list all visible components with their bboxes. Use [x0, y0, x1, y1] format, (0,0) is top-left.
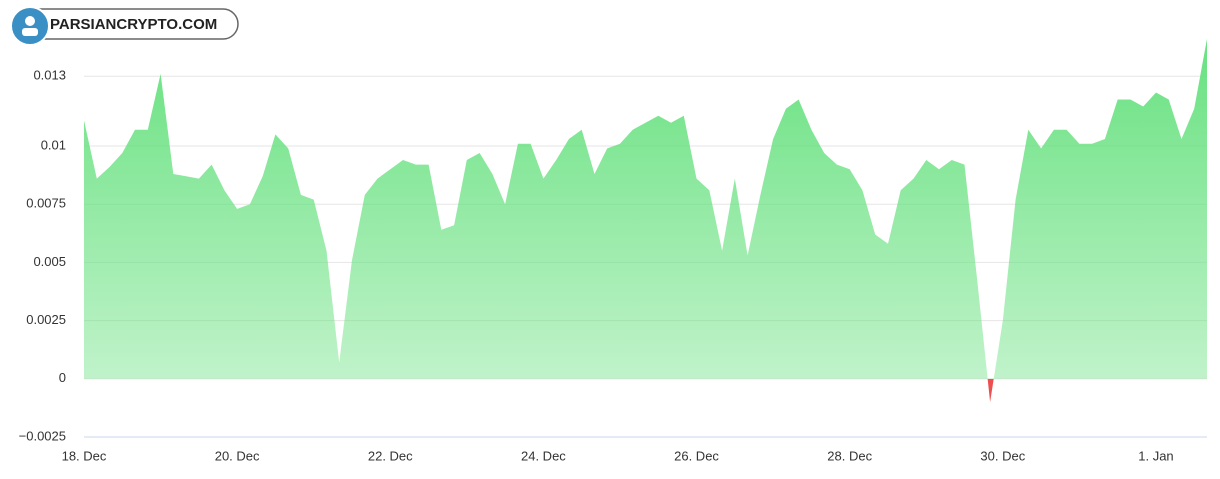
x-tick-label: 22. Dec: [368, 448, 413, 463]
y-tick-label: 0: [59, 370, 66, 385]
x-tick-label: 26. Dec: [674, 448, 719, 463]
y-tick-label: 0.01: [41, 137, 66, 152]
x-tick-label: 24. Dec: [521, 448, 566, 463]
watermark-icon-dot: [25, 16, 35, 26]
x-tick-label: 20. Dec: [215, 448, 260, 463]
x-tick-label: 18. Dec: [62, 448, 107, 463]
y-tick-label: 0.0025: [26, 312, 66, 327]
x-tick-label: 1. Jan: [1138, 448, 1173, 463]
watermark-text: PARSIANCRYPTO.COM: [50, 16, 217, 33]
y-tick-label: −0.0025: [19, 428, 66, 443]
watermark-icon-base: [22, 28, 38, 36]
y-tick-label: 0.0075: [26, 196, 66, 211]
x-tick-label: 28. Dec: [827, 448, 872, 463]
x-tick-label: 30. Dec: [980, 448, 1025, 463]
y-tick-label: 0.013: [33, 68, 66, 83]
watermark-logo: PARSIANCRYPTO.COM: [10, 6, 239, 46]
area: [84, 38, 1207, 403]
plot-area: −0.0025 0 0.0025 0.005 0.0075 0.01 0.013 18. De…: [19, 38, 1207, 463]
y-tick-label: 0.005: [33, 254, 66, 269]
